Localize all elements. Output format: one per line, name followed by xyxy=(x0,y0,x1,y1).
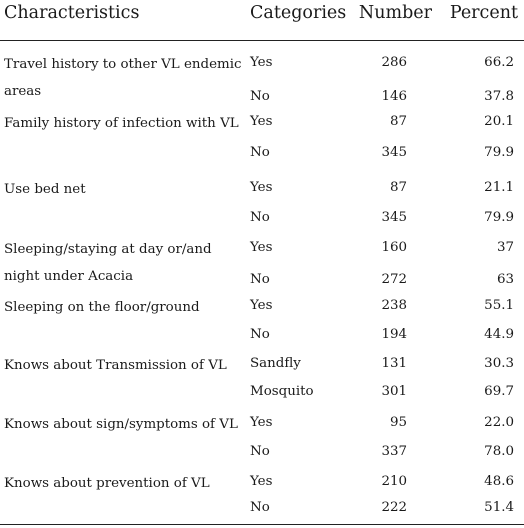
row-characteristic: Travel history to other VL endemic areas xyxy=(4,57,242,99)
row-percent: 69.7 xyxy=(484,384,514,399)
row-category: Yes xyxy=(250,114,273,129)
row-category: Yes xyxy=(250,474,273,489)
row-characteristic: Sleeping/staying at day or/and night und… xyxy=(4,242,212,284)
row-percent: 51.4 xyxy=(484,500,514,515)
row-percent: 55.1 xyxy=(484,298,514,313)
row-percent: 48.6 xyxy=(484,474,514,489)
header-characteristics: Characteristics xyxy=(4,3,140,23)
header-percent: Percent xyxy=(449,3,518,23)
row-category: Yes xyxy=(250,415,273,430)
row-percent: 63 xyxy=(496,272,514,287)
row-percent: 79.9 xyxy=(484,210,514,225)
row-number: 272 xyxy=(381,272,407,287)
row-characteristic: Knows about sign/symptoms of VL xyxy=(4,417,238,432)
row-percent: 37 xyxy=(496,240,514,255)
row-characteristic: Use bed net xyxy=(4,182,86,197)
row-characteristic: Knows about Transmission of VL xyxy=(4,358,227,373)
row-number: 194 xyxy=(381,327,407,342)
row-number: 337 xyxy=(381,444,407,459)
row-number: 95 xyxy=(389,415,407,430)
row-category: No xyxy=(250,500,270,515)
row-number: 222 xyxy=(381,500,407,515)
row-number: 210 xyxy=(381,474,407,489)
row-number: 131 xyxy=(381,356,407,371)
row-characteristic: Knows about prevention of VL xyxy=(4,476,210,491)
row-number: 87 xyxy=(389,114,407,129)
header-rule xyxy=(0,40,524,42)
row-category: No xyxy=(250,444,270,459)
row-number: 160 xyxy=(381,240,407,255)
row-percent: 44.9 xyxy=(484,327,514,342)
row-category: No xyxy=(250,145,270,160)
row-category: No xyxy=(250,327,270,342)
header-number: Number xyxy=(358,3,432,23)
row-percent: 79.9 xyxy=(484,145,514,160)
row-category: Mosquito xyxy=(250,384,314,399)
row-number: 345 xyxy=(381,210,407,225)
row-category: No xyxy=(250,210,270,225)
row-percent: 30.3 xyxy=(484,356,514,371)
row-percent: 66.2 xyxy=(484,55,514,70)
row-category: Yes xyxy=(250,298,273,313)
row-percent: 78.0 xyxy=(484,444,514,459)
row-number: 238 xyxy=(381,298,407,313)
row-percent: 21.1 xyxy=(484,180,514,195)
row-number: 301 xyxy=(381,384,407,399)
bottom-rule xyxy=(0,524,524,526)
row-category: Yes xyxy=(250,55,273,70)
row-number: 146 xyxy=(381,89,407,104)
row-category: No xyxy=(250,89,270,104)
row-number: 345 xyxy=(381,145,407,160)
row-percent: 37.8 xyxy=(484,89,514,104)
row-percent: 22.0 xyxy=(484,415,514,430)
row-characteristic: Sleeping on the floor/ground xyxy=(4,300,200,315)
row-category: Sandfly xyxy=(250,356,301,371)
row-number: 87 xyxy=(389,180,407,195)
row-percent: 20.1 xyxy=(484,114,514,129)
row-category: Yes xyxy=(250,240,273,255)
row-category: No xyxy=(250,272,270,287)
row-characteristic: Family history of infection with VL xyxy=(4,116,239,131)
header-categories: Categories xyxy=(250,3,347,23)
row-number: 286 xyxy=(381,55,407,70)
row-category: Yes xyxy=(250,180,273,195)
